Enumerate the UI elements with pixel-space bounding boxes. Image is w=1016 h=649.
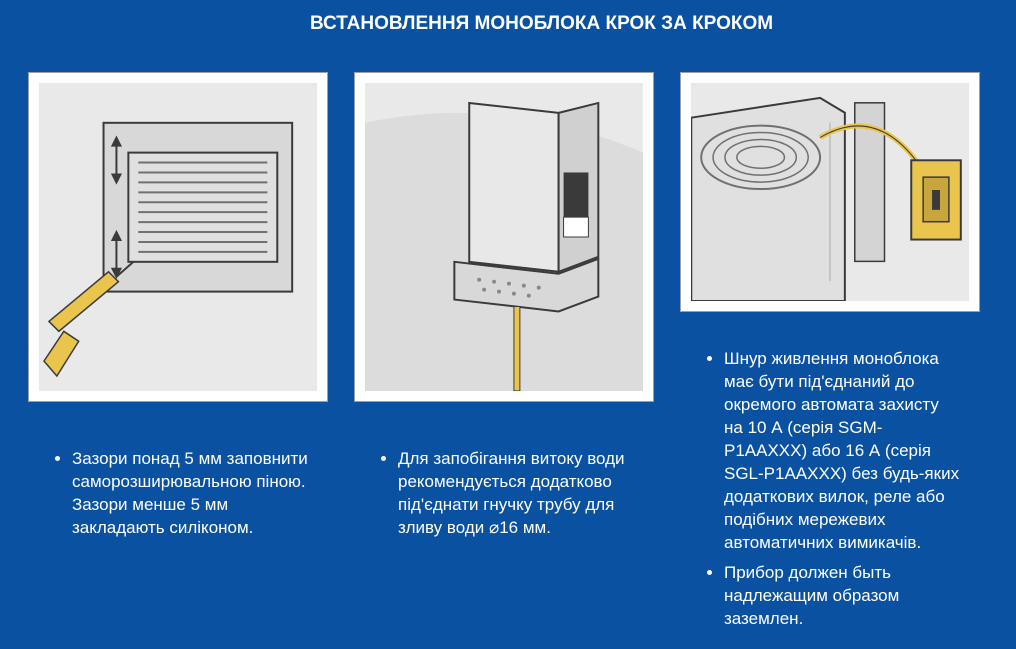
unit-power-box-icon (691, 83, 969, 301)
illustration-frame-3 (680, 72, 980, 312)
illustration-2 (365, 83, 643, 391)
caption-3-item-0: Шнур живлення моноблока має бути під'єдн… (724, 348, 962, 554)
page-title: ВСТАНОВЛЕННЯ МОНОБЛОКА КРОК ЗА КРОКОМ (310, 12, 810, 37)
caption-1: Зазори понад 5 мм заповнити саморозширюв… (28, 430, 328, 558)
caption-2: Для запобігання витоку води рекомендуєть… (354, 430, 654, 558)
step-column-1: Зазори понад 5 мм заповнити саморозширюв… (28, 72, 328, 558)
illustration-frame-1 (28, 72, 328, 402)
step-column-2: Для запобігання витоку води рекомендуєть… (354, 72, 654, 558)
step-column-3: Шнур живлення моноблока має бути під'єдн… (680, 72, 980, 649)
illustration-1 (39, 83, 317, 391)
caption-3: Шнур живлення моноблока має бути під'єдн… (680, 330, 980, 649)
caption-1-item-0: Зазори понад 5 мм заповнити саморозширюв… (72, 448, 310, 540)
illustration-3 (691, 83, 969, 301)
illustration-frame-2 (354, 72, 654, 402)
caption-3-item-1: Прибор должен быть надлежащим образом за… (724, 562, 962, 631)
unit-drain-hose-icon (365, 83, 643, 391)
caption-2-item-0: Для запобігання витоку води рекомендуєть… (398, 448, 636, 540)
wall-unit-caulk-icon (39, 83, 317, 391)
